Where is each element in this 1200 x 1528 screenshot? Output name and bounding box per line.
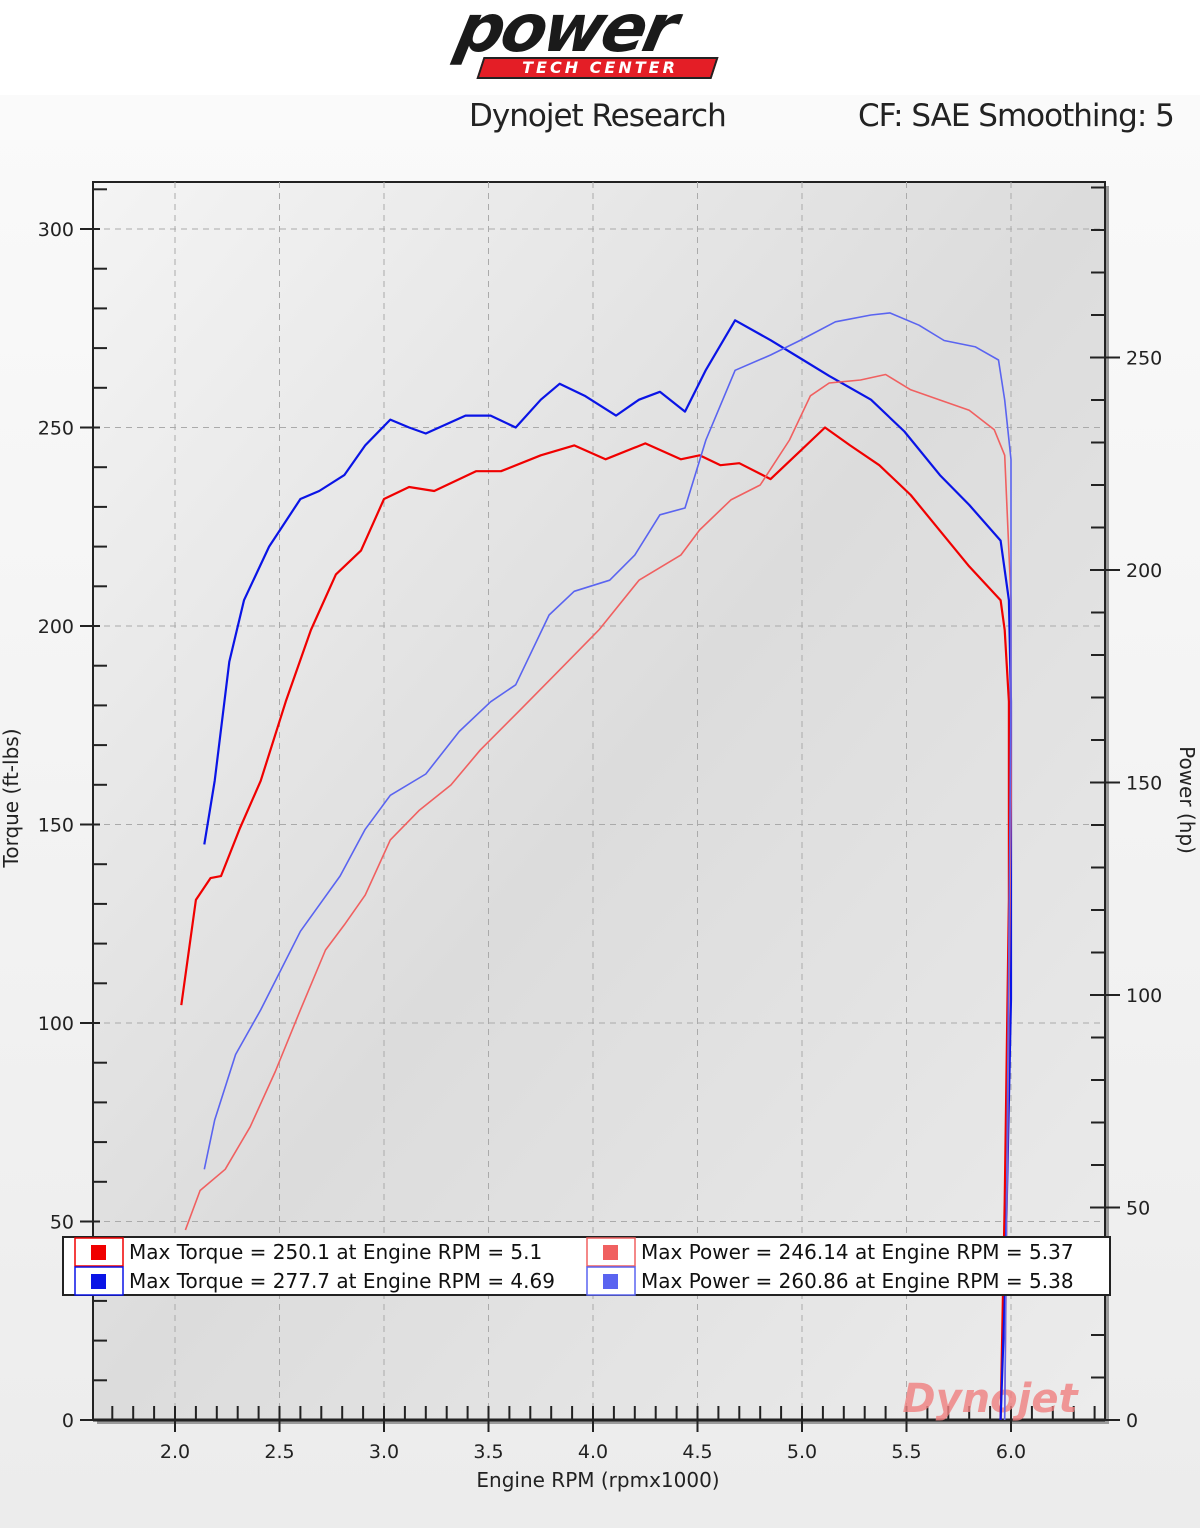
x-tick-label: 5.0 bbox=[787, 1441, 817, 1463]
x-tick-label: 6.0 bbox=[996, 1441, 1026, 1463]
y2-tick-label: 50 bbox=[1126, 1198, 1150, 1220]
legend-entry: Max Power = 246.14 at Engine RPM = 5.37 bbox=[641, 1240, 1074, 1264]
series-line-3 bbox=[184, 373, 1012, 1421]
legend-swatch-frame bbox=[586, 1266, 636, 1296]
legend-swatch-frame bbox=[586, 1237, 636, 1267]
chart-settings: CF: SAE Smoothing: 5 bbox=[858, 98, 1175, 134]
legend-swatch bbox=[603, 1274, 618, 1289]
y-tick-label: 150 bbox=[38, 815, 74, 837]
x-tick-label: 2.5 bbox=[264, 1441, 294, 1463]
y2-tick-label: 100 bbox=[1126, 985, 1162, 1007]
plot-area bbox=[92, 181, 1106, 1421]
x-tick-label: 4.0 bbox=[578, 1441, 608, 1463]
y-tick-label: 0 bbox=[62, 1410, 74, 1432]
series-line-1 bbox=[180, 426, 1011, 1421]
legend-entry: Max Torque = 277.7 at Engine RPM = 4.69 bbox=[129, 1269, 555, 1293]
dynojet-watermark: Dynojet bbox=[902, 1376, 1079, 1422]
series-line-4 bbox=[203, 312, 1012, 1421]
legend-swatch bbox=[91, 1245, 106, 1260]
y2-axis-label: Power (hp) bbox=[1175, 746, 1199, 854]
y2-tick-label: 150 bbox=[1126, 773, 1162, 795]
y-tick-label: 250 bbox=[38, 418, 74, 440]
legend: Max Torque = 250.1 at Engine RPM = 5.1 Ma… bbox=[62, 1236, 1111, 1296]
y-tick-label: 200 bbox=[38, 616, 74, 638]
x-axis-label: Engine RPM (rpmx1000) bbox=[476, 1468, 719, 1492]
legend-swatch bbox=[91, 1274, 106, 1289]
power-tech-center-logo: power TECH CENTER bbox=[450, 0, 750, 82]
legend-entry: Max Torque = 250.1 at Engine RPM = 5.1 bbox=[129, 1240, 542, 1264]
y-tick-label: 50 bbox=[50, 1212, 74, 1234]
x-tick-label: 4.5 bbox=[682, 1441, 712, 1463]
x-tick-label: 3.5 bbox=[473, 1441, 503, 1463]
x-tick-label: 2.0 bbox=[160, 1441, 190, 1463]
legend-swatch-frame bbox=[74, 1266, 124, 1296]
y2-tick-label: 0 bbox=[1126, 1410, 1138, 1432]
y-tick-label: 100 bbox=[38, 1013, 74, 1035]
logo-sub: TECH CENTER bbox=[522, 58, 678, 77]
legend-swatch bbox=[603, 1245, 618, 1260]
y-tick-label: 300 bbox=[38, 219, 74, 241]
series-line-2 bbox=[203, 319, 1013, 1421]
y-axis-label: Torque (ft-lbs) bbox=[0, 729, 23, 869]
x-tick-label: 5.5 bbox=[891, 1441, 921, 1463]
x-tick-label: 3.0 bbox=[369, 1441, 399, 1463]
legend-entry: Max Power = 260.86 at Engine RPM = 5.38 bbox=[641, 1269, 1074, 1293]
chart-title: Dynojet Research bbox=[469, 98, 727, 134]
y2-tick-label: 250 bbox=[1126, 348, 1162, 370]
y2-tick-label: 200 bbox=[1126, 560, 1162, 582]
